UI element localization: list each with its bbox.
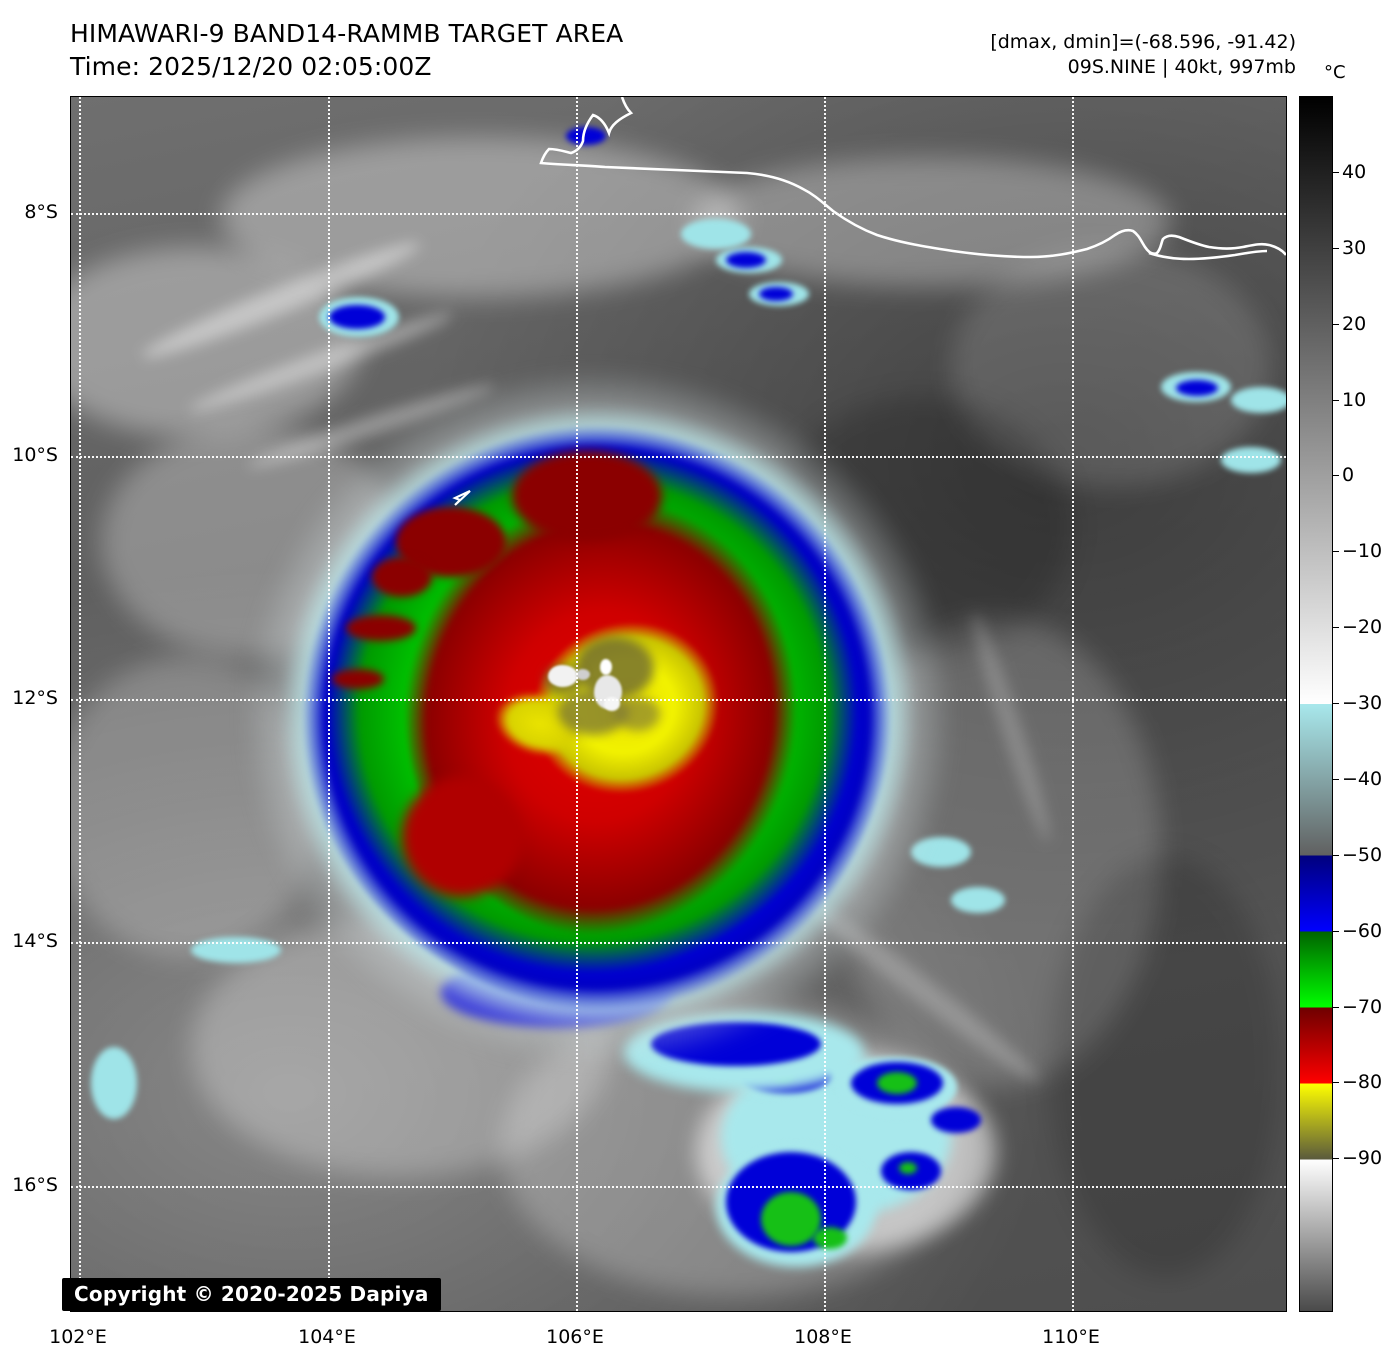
- gridline-lon-106: [576, 97, 578, 1311]
- dmax-dmin-label: [dmax, dmin]=(-68.596, -91.42): [990, 31, 1296, 53]
- colorbar-tick-label: −80: [1342, 1071, 1383, 1094]
- page-title: HIMAWARI-9 BAND14-RAMMB TARGET AREA: [70, 19, 624, 48]
- storm-core-olive-patch: [616, 697, 660, 731]
- gridline-lat-12s: [71, 699, 1286, 701]
- overshooting-top-west: [548, 665, 578, 687]
- colorbar-tickmark: [1332, 551, 1339, 553]
- colorbar-tick-label: −70: [1342, 995, 1383, 1018]
- satellite-image-plot: [70, 96, 1287, 1312]
- colorbar-tick-label: −50: [1342, 843, 1383, 866]
- metadata-block: [dmax, dmin]=(-68.596, -91.42) 09S.NINE …: [990, 30, 1296, 80]
- colorbar-tickmark: [1332, 1082, 1339, 1084]
- gridline-lat-8s: [71, 213, 1286, 215]
- x-tick-106e: 106°E: [546, 1326, 604, 1348]
- gridline-lat-14s: [71, 942, 1286, 944]
- gridline-lon-108: [824, 97, 826, 1311]
- x-tick-108e: 108°E: [794, 1326, 852, 1348]
- colorbar-unit-label: °C: [1324, 62, 1346, 83]
- gridline-lat-16s: [71, 1186, 1286, 1188]
- colorbar-tick-label: −40: [1342, 767, 1383, 790]
- colorbar-tick-label: 40: [1342, 160, 1367, 183]
- colorbar-gradient: [1300, 97, 1332, 1311]
- colorbar-tick-label: −30: [1342, 692, 1383, 714]
- timestamp-label: Time: 2025/12/20 02:05:00Z: [70, 51, 432, 81]
- colorbar-tickmark: [1332, 475, 1339, 477]
- colorbar-tick-label: 20: [1342, 312, 1367, 335]
- x-tick-102e: 102°E: [49, 1326, 107, 1348]
- storm-motion-arrow-icon: [452, 490, 471, 506]
- y-tick-10s: 10°S: [12, 444, 58, 466]
- colorbar-tickmark: [1332, 323, 1339, 325]
- tropical-cyclone-09s-nine: [239, 363, 957, 1069]
- colorbar-tick-label: 30: [1342, 236, 1367, 259]
- overshooting-top-west-edge: [576, 669, 590, 680]
- plot-inner: [71, 97, 1286, 1311]
- colorbar-tick-label: −20: [1342, 616, 1383, 639]
- colorbar-tick-label: −60: [1342, 919, 1383, 942]
- colorbar-tickmark: [1332, 930, 1339, 932]
- y-tick-14s: 14°S: [12, 930, 58, 952]
- temperature-colorbar: [1299, 96, 1333, 1312]
- y-tick-16s: 16°S: [12, 1174, 58, 1196]
- colorbar-tickmark: [1332, 399, 1339, 401]
- gridline-lat-10s: [71, 456, 1286, 458]
- x-tick-110e: 110°E: [1042, 1326, 1100, 1348]
- colorbar-tickmark: [1332, 247, 1339, 249]
- gridline-lon-110: [1072, 97, 1074, 1311]
- colorbar-tick-label: 0: [1342, 464, 1355, 487]
- title-block: HIMAWARI-9 BAND14-RAMMB TARGET AREA Time…: [70, 18, 623, 83]
- colorbar-tickmark: [1332, 171, 1339, 173]
- coastline-overlay: [539, 97, 1286, 261]
- overshooting-top-east-spur: [600, 659, 612, 675]
- colorbar-tick-label: −90: [1342, 1147, 1383, 1170]
- y-tick-8s: 8°S: [24, 201, 58, 223]
- storm-info-label: 09S.NINE | 40kt, 997mb: [1067, 56, 1296, 79]
- colorbar-tickmark: [1332, 627, 1339, 629]
- colorbar-tickmark: [1332, 1006, 1339, 1008]
- colorbar-tick-label: −10: [1342, 540, 1383, 563]
- colorbar-tickmark: [1332, 1158, 1339, 1160]
- gridline-lon-104: [328, 97, 330, 1311]
- x-tick-104e: 104°E: [298, 1326, 356, 1348]
- colorbar-tickmark: [1332, 778, 1339, 780]
- copyright-badge: Copyright © 2020-2025 Dapiya: [62, 1278, 441, 1311]
- colorbar-tickmark: [1332, 854, 1339, 856]
- colorbar-tick-label: 10: [1342, 388, 1367, 411]
- y-tick-12s: 12°S: [12, 687, 58, 709]
- colorbar-tickmark: [1332, 703, 1339, 704]
- gridline-lon-102: [79, 97, 81, 1311]
